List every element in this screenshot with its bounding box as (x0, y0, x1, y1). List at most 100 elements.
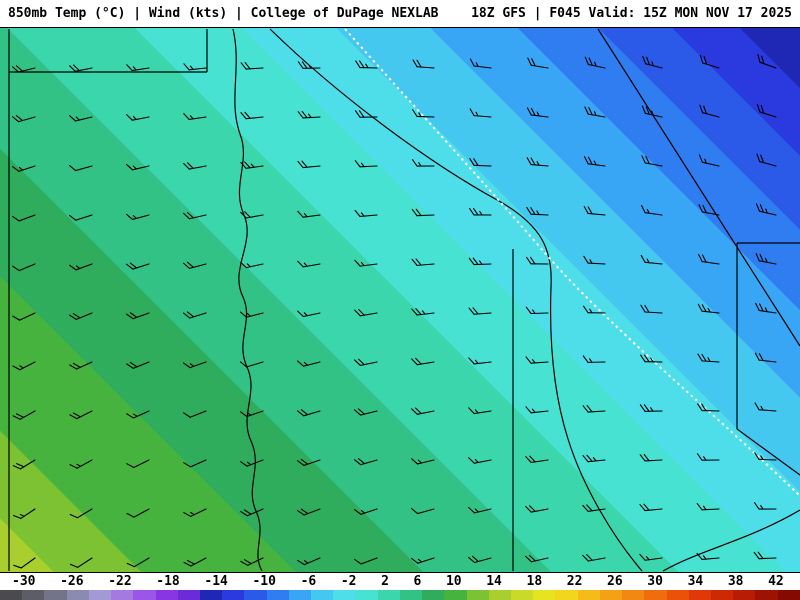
wind-barb (296, 458, 321, 466)
tick-label: 18 (526, 574, 543, 589)
wind-barb (639, 553, 663, 561)
wind-barb (582, 554, 606, 562)
colorbar-segment (155, 590, 178, 600)
colorbar-tick-labels: -30 -26 -22 -18 -14 -10 -6 -2 2 6 10 14 18 22 26 30 34 38… (0, 574, 800, 588)
wind-barb (69, 115, 93, 122)
tick-label: 42 (768, 574, 784, 589)
wind-barb (126, 361, 150, 369)
wind-barb (697, 303, 720, 314)
wind-barb (468, 457, 492, 464)
model-run-info: 18Z GFS | F045 Valid: 15Z MON NOV 17 202… (471, 6, 792, 21)
tick-label: -14 (204, 574, 228, 589)
wind-barb (411, 308, 435, 316)
wind-barb (183, 261, 207, 269)
wind-barb (697, 353, 720, 363)
wind-barb (69, 508, 93, 519)
wind-barb (469, 108, 492, 118)
title-bar: 850mb Temp (°C) | Wind (kts) | College o… (0, 0, 800, 27)
wind-barb (525, 406, 549, 414)
wind-barb (754, 352, 777, 363)
wind-barb (696, 453, 720, 461)
wind-barb (297, 557, 321, 566)
colorbar-segment (288, 590, 312, 600)
wind-barb (296, 409, 321, 417)
colorbar-segment (88, 590, 112, 600)
wind-barb (411, 258, 435, 266)
wind-barb (240, 161, 264, 169)
state-border (662, 509, 800, 572)
colorbar-segment (599, 590, 623, 600)
wind-barb (468, 207, 492, 216)
wind-barb (240, 111, 264, 120)
wind-barb (411, 159, 435, 167)
map-area (0, 27, 800, 573)
colorbar-segment (577, 590, 600, 600)
wind-barb (698, 204, 720, 216)
wind-barb (582, 504, 606, 512)
wind-barb (756, 103, 777, 118)
colorbar-strip (0, 589, 800, 600)
colorbar-segment (355, 590, 378, 600)
colorbar-segment (622, 590, 645, 600)
wind-barb (297, 508, 321, 516)
colorbar-segment (666, 590, 689, 600)
colorbar-segment (644, 590, 667, 600)
wind-barb (755, 302, 777, 314)
wind-barb (12, 410, 36, 420)
wind-barb (411, 357, 435, 366)
wind-barb (757, 54, 777, 69)
wind-barb (526, 107, 549, 118)
colorbar-segment (688, 590, 711, 600)
wind-barb (468, 506, 492, 514)
wind-barb (183, 410, 207, 418)
tick-label: 14 (486, 574, 502, 589)
colorbar-legend: -30 -26 -22 -18 -14 -10 -6 -2 2 6 10 14 18 22 26 30 34 38… (0, 574, 800, 600)
wind-barb (68, 214, 93, 221)
colorbar-segment (533, 590, 556, 600)
wind-barb (525, 505, 549, 513)
wind-barb (640, 304, 663, 314)
wind-barb (126, 64, 150, 72)
wind-barb (354, 209, 378, 218)
wind-barb (183, 113, 207, 121)
wind-barb (526, 157, 549, 167)
tick-label: 2 (381, 574, 389, 589)
product-title: 850mb Temp (°C) | Wind (kts) | College o… (8, 6, 439, 21)
tick-label: -10 (252, 574, 276, 589)
tick-label: -30 (12, 574, 36, 589)
wind-barb (755, 253, 777, 265)
wind-barb (354, 160, 378, 168)
colorbar-segment (466, 590, 489, 600)
colorbar-segment (44, 590, 67, 600)
wind-barb (12, 459, 36, 470)
wind-barb (639, 404, 663, 412)
wind-barb (69, 361, 93, 370)
wind-barb (469, 58, 492, 69)
colorbar-segment (177, 590, 200, 600)
wind-barb (126, 508, 150, 518)
wind-barb (240, 261, 264, 269)
wind-barb (69, 263, 93, 271)
wind-barb (410, 557, 435, 564)
wind-barb (582, 454, 606, 463)
wind-barb (756, 153, 777, 167)
tick-label: 22 (566, 574, 583, 589)
wind-barb (126, 114, 150, 121)
wind-barb (354, 358, 378, 366)
wind-barb (12, 214, 36, 222)
wind-barb (240, 311, 264, 318)
wind-barb (641, 105, 663, 118)
wind-barb (641, 155, 663, 167)
wind-barb (754, 452, 777, 461)
wind-barb (698, 253, 720, 265)
wind-barb (584, 106, 606, 118)
wind-barb (640, 254, 663, 265)
tick-label: 34 (687, 574, 704, 589)
colorbar-segment (333, 590, 356, 600)
wind-barb (240, 62, 264, 70)
wind-barb (525, 554, 549, 563)
wind-barb (582, 355, 606, 363)
wind-barb (412, 59, 435, 69)
wind-barb (525, 455, 549, 464)
